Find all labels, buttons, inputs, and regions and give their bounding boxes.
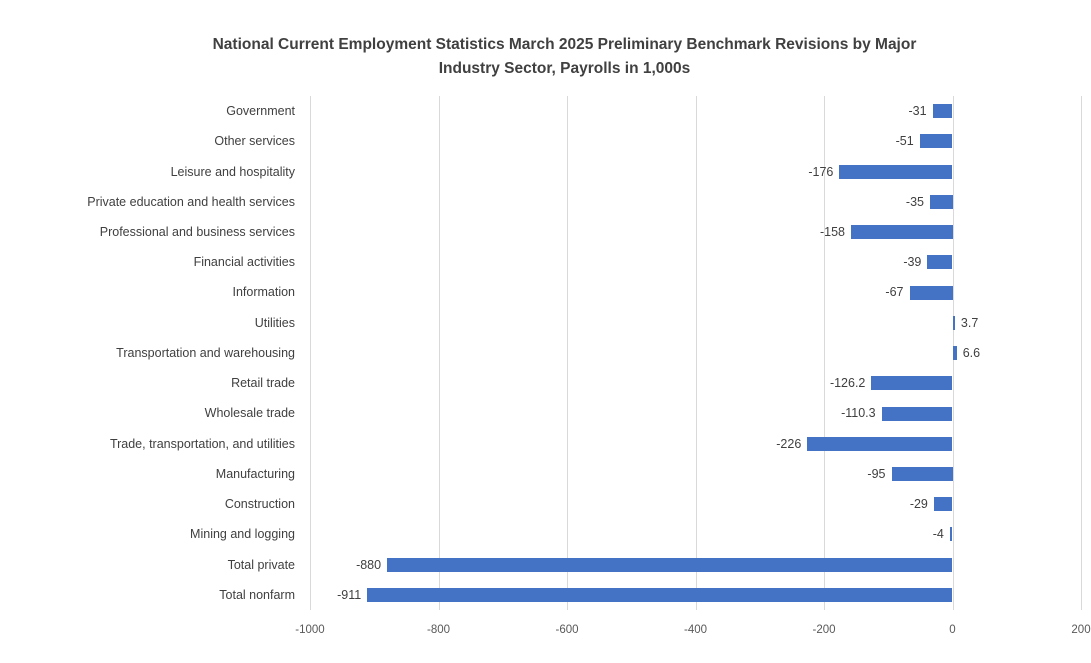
value-label: -110.3 bbox=[841, 406, 876, 421]
value-label: -226 bbox=[776, 436, 802, 451]
category-label: Manufacturing bbox=[215, 466, 295, 481]
value-label: -158 bbox=[819, 224, 845, 239]
value-label: -29 bbox=[909, 497, 928, 512]
category-label: Leisure and hospitality bbox=[170, 164, 295, 179]
bar bbox=[871, 376, 953, 391]
category-label: Other services bbox=[214, 134, 295, 149]
x-tick-label: -400 bbox=[683, 624, 708, 636]
x-tick-label: 0 bbox=[949, 624, 956, 636]
chart-title-line-2: Industry Sector, Payrolls in 1,000s bbox=[438, 60, 691, 77]
bar bbox=[909, 285, 953, 300]
bar bbox=[807, 436, 953, 451]
bar bbox=[387, 557, 953, 572]
category-label: Government bbox=[226, 104, 295, 118]
bar bbox=[949, 527, 953, 542]
category-label: Total nonfarm bbox=[219, 587, 295, 602]
gridline bbox=[695, 96, 697, 610]
bar bbox=[851, 225, 953, 240]
category-label: Private education and health services bbox=[87, 194, 295, 209]
bar bbox=[927, 255, 953, 270]
category-label: Professional and business services bbox=[99, 224, 295, 239]
value-label: -911 bbox=[337, 587, 362, 602]
value-label: -31 bbox=[908, 104, 927, 118]
gridline bbox=[1081, 96, 1082, 610]
x-tick-label: -1000 bbox=[295, 624, 325, 636]
value-label: -95 bbox=[867, 466, 886, 481]
category-label: Mining and logging bbox=[190, 527, 295, 542]
value-label: -51 bbox=[895, 134, 914, 149]
gridline bbox=[567, 96, 568, 610]
value-label: -67 bbox=[885, 285, 904, 300]
category-label: Transportation and warehousing bbox=[116, 345, 295, 360]
category-label: Retail trade bbox=[231, 376, 295, 391]
category-label: Utilities bbox=[254, 315, 295, 330]
category-label: Information bbox=[232, 285, 295, 300]
gridline bbox=[310, 96, 311, 610]
bar bbox=[881, 406, 953, 421]
value-label: -39 bbox=[903, 255, 922, 270]
bar bbox=[367, 587, 953, 602]
category-label: Trade, transportation, and utilities bbox=[109, 436, 295, 451]
value-label: -35 bbox=[905, 194, 924, 209]
category-label: Wholesale trade bbox=[204, 406, 295, 421]
x-tick-label: 200 bbox=[1071, 624, 1091, 636]
bar bbox=[932, 104, 953, 119]
chart-title: National Current Employment Statistics M… bbox=[19, 33, 1091, 81]
bar bbox=[930, 194, 953, 209]
value-label: -4 bbox=[932, 527, 944, 542]
value-label: -176 bbox=[808, 164, 834, 179]
bar bbox=[891, 466, 953, 481]
bar bbox=[933, 497, 953, 512]
category-label: Financial activities bbox=[193, 255, 295, 270]
chart-title-line-1: National Current Employment Statistics M… bbox=[212, 36, 917, 53]
bar bbox=[919, 134, 953, 149]
gridline bbox=[824, 96, 825, 610]
value-label: 6.6 bbox=[962, 345, 981, 360]
x-tick-label: -800 bbox=[426, 624, 451, 636]
bar bbox=[952, 315, 955, 330]
x-tick-label: -600 bbox=[555, 624, 579, 636]
bar bbox=[952, 346, 957, 360]
value-label: -126.2 bbox=[829, 376, 866, 391]
value-label: -880 bbox=[356, 557, 382, 572]
bar bbox=[839, 164, 953, 179]
category-label: Construction bbox=[224, 497, 295, 512]
category-label: Total private bbox=[227, 557, 295, 572]
x-tick-label: -200 bbox=[812, 624, 836, 636]
value-label: 3.7 bbox=[960, 315, 979, 330]
gridline bbox=[438, 96, 440, 610]
